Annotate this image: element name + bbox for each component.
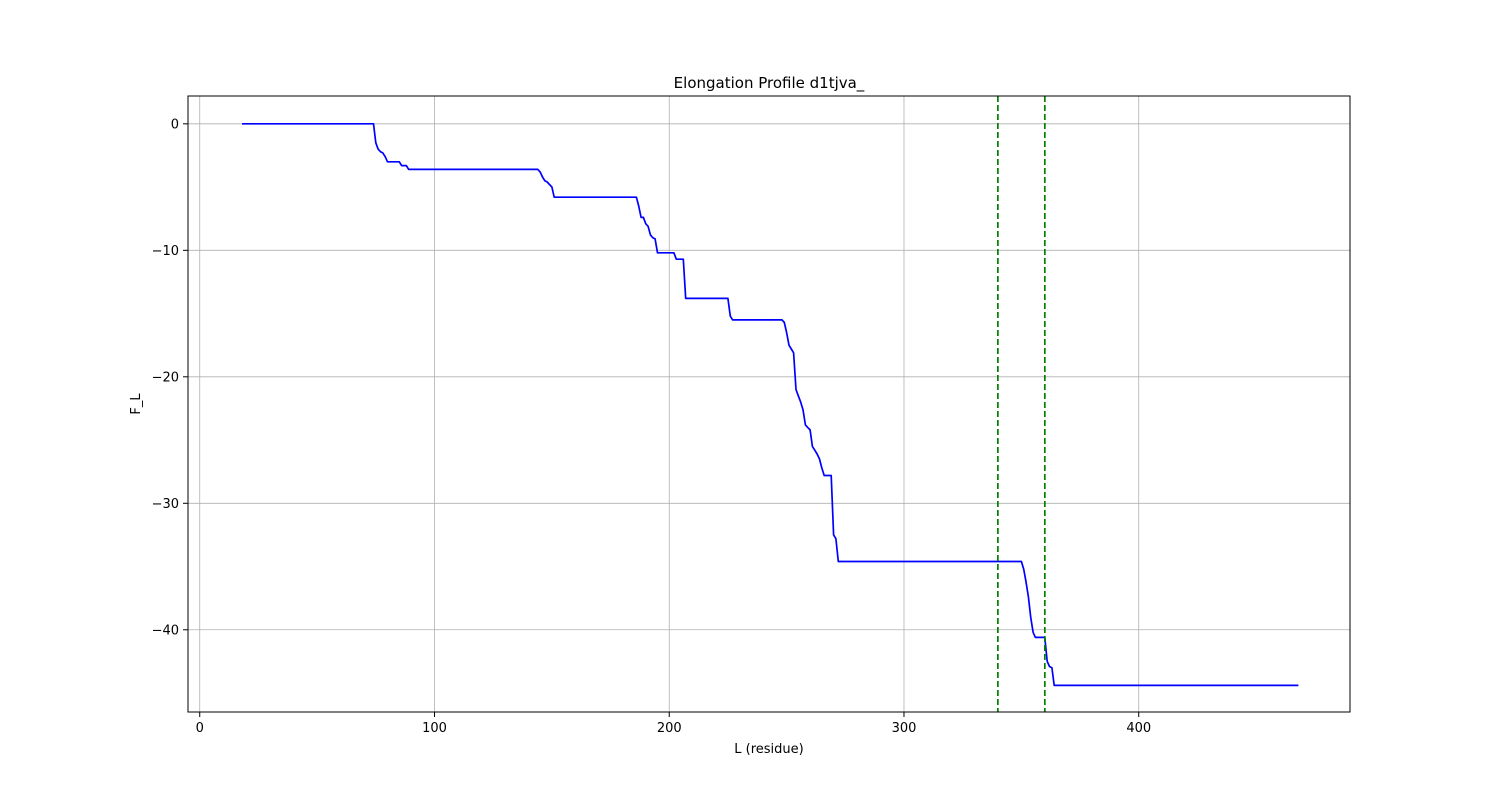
x-tick-label: 100 xyxy=(422,721,447,736)
ticks: 0 100 200 300 400 0 −10 −20 −30 −40 xyxy=(152,117,1152,736)
vline-layer xyxy=(997,96,1046,712)
x-tick-label: 300 xyxy=(892,721,917,736)
y-tick-label: −20 xyxy=(152,370,179,385)
y-tick-label: 0 xyxy=(171,117,179,132)
y-axis-label: F_L xyxy=(129,393,144,415)
y-tick-label: −10 xyxy=(152,244,179,259)
x-tick-label: 200 xyxy=(657,721,682,736)
x-tick-label: 0 xyxy=(196,721,204,736)
y-tick-label: −40 xyxy=(152,623,179,638)
chart-title: Elongation Profile d1tjva_ xyxy=(674,74,865,93)
x-axis-label: L (residue) xyxy=(734,742,803,757)
grid xyxy=(188,96,1350,712)
x-tick-label: 400 xyxy=(1126,721,1151,736)
plot-frame xyxy=(187,95,1351,713)
series-line xyxy=(242,122,1299,687)
y-tick-label: −30 xyxy=(152,497,179,512)
series-layer xyxy=(242,122,1299,687)
